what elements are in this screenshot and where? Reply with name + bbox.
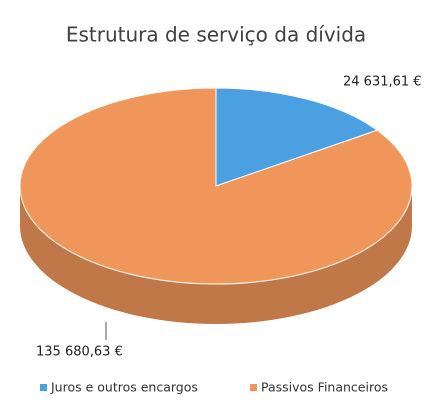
legend-swatch — [40, 384, 47, 391]
legend-label: Juros e outros encargos — [50, 380, 198, 395]
legend-swatch — [250, 384, 257, 391]
pie-side — [20, 186, 412, 324]
data-label: 24 631,61 € — [343, 75, 422, 90]
chart-title: Estrutura de serviço da dívida — [66, 23, 366, 47]
data-label: 135 680,63 € — [36, 345, 123, 360]
pie-slice — [19, 87, 413, 285]
pie-slice — [215, 87, 379, 187]
legend-label: Passivos Financeiros — [261, 380, 388, 395]
